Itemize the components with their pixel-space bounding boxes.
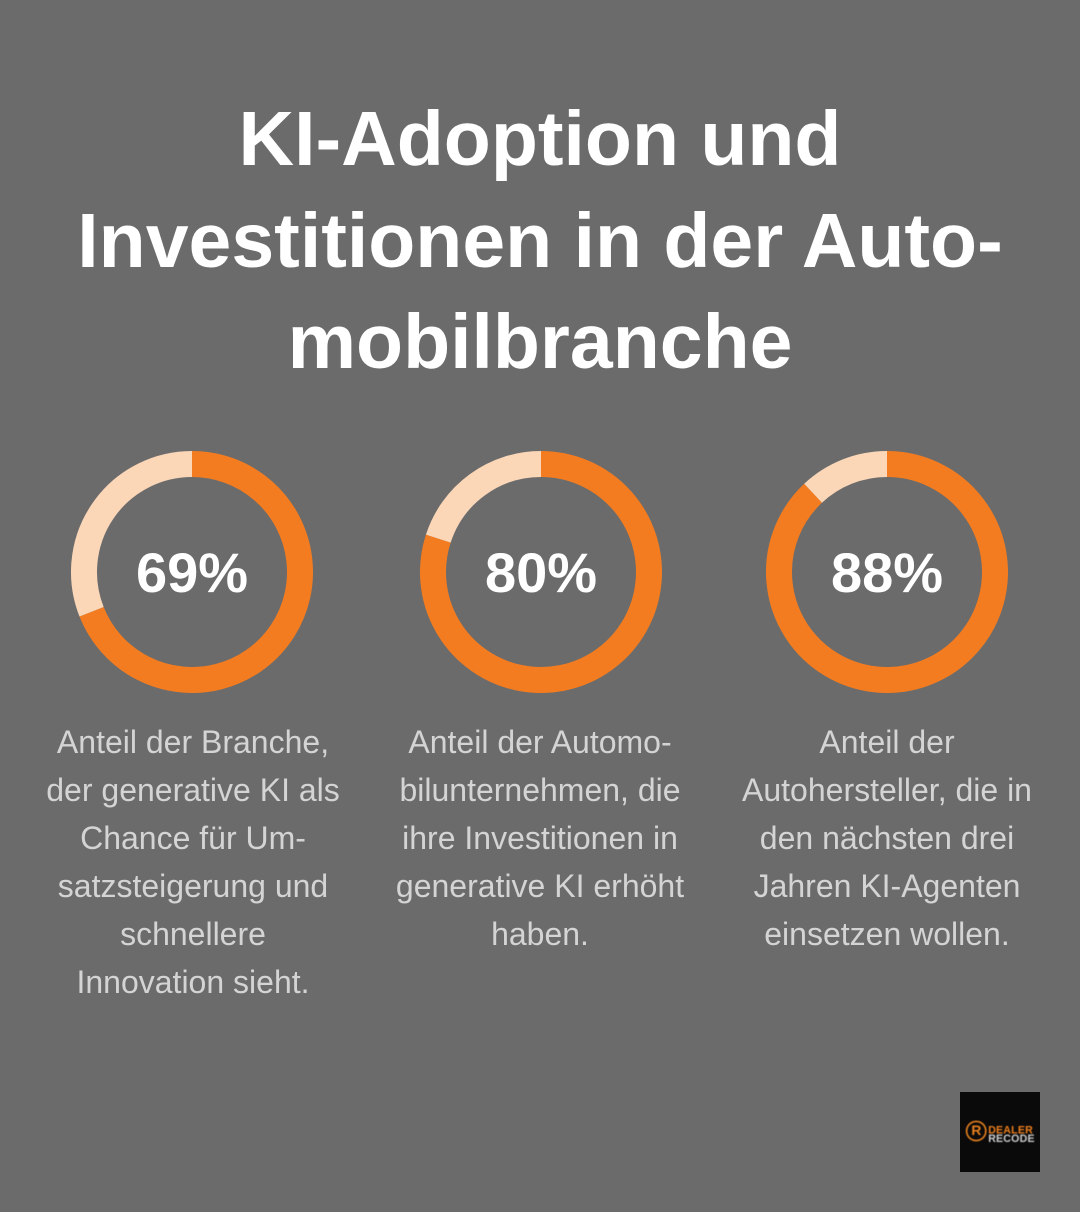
svg-text:R: R <box>971 1123 981 1138</box>
svg-text:RECODE: RECODE <box>988 1133 1035 1145</box>
